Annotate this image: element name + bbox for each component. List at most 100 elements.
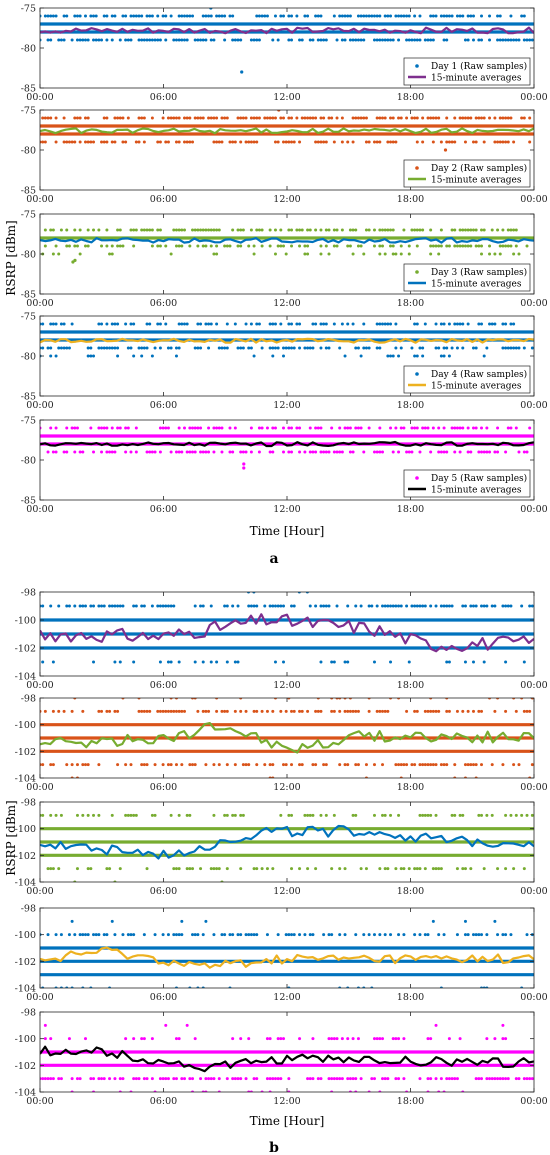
raw-sample [298, 426, 302, 430]
raw-sample [169, 813, 173, 817]
raw-sample [346, 1037, 350, 1041]
raw-sample [303, 813, 307, 817]
raw-sample [469, 763, 473, 767]
raw-sample [290, 116, 294, 120]
raw-sample [153, 933, 157, 937]
raw-sample [493, 116, 497, 120]
raw-sample [153, 763, 157, 767]
raw-sample [236, 244, 240, 248]
raw-sample [324, 813, 328, 817]
raw-sample [383, 14, 387, 18]
raw-sample [426, 763, 430, 767]
raw-sample [399, 867, 403, 871]
plot-area [40, 1023, 534, 1092]
raw-sample [351, 252, 355, 256]
raw-sample [394, 322, 398, 326]
raw-sample [86, 346, 90, 350]
raw-sample [480, 228, 484, 232]
raw-sample [108, 450, 112, 454]
raw-sample [169, 450, 173, 454]
raw-sample [78, 140, 82, 144]
raw-sample [311, 38, 315, 42]
raw-sample [132, 354, 136, 358]
raw-sample [466, 709, 470, 713]
raw-sample [51, 450, 55, 454]
raw-sample [156, 604, 160, 608]
raw-sample [397, 813, 401, 817]
raw-sample [212, 140, 216, 144]
raw-sample [126, 813, 130, 817]
raw-sample [298, 228, 302, 232]
raw-sample [528, 709, 532, 713]
raw-sample [319, 252, 323, 256]
raw-sample [348, 244, 352, 248]
y-tick-label: -98 [21, 588, 36, 599]
raw-sample [271, 322, 275, 326]
raw-sample [62, 450, 66, 454]
raw-sample [477, 116, 481, 120]
raw-sample [413, 228, 417, 232]
raw-sample [73, 140, 77, 144]
raw-sample [51, 322, 55, 326]
raw-sample [228, 14, 232, 18]
raw-sample [413, 709, 417, 713]
raw-sample [78, 116, 82, 120]
raw-sample [407, 244, 411, 248]
raw-sample [367, 14, 371, 18]
raw-sample [316, 709, 320, 713]
raw-sample [153, 38, 157, 42]
raw-sample [290, 709, 294, 713]
raw-sample [458, 228, 462, 232]
average-line [40, 946, 534, 969]
raw-sample [241, 346, 245, 350]
raw-sample [204, 709, 208, 713]
raw-sample [485, 1077, 489, 1081]
raw-sample [311, 1037, 315, 1041]
raw-sample [490, 763, 494, 767]
raw-sample [199, 116, 203, 120]
raw-sample [83, 14, 87, 18]
raw-sample [445, 763, 449, 767]
raw-sample [196, 933, 200, 937]
raw-sample [346, 604, 350, 608]
raw-sample [327, 252, 331, 256]
raw-sample [212, 1077, 216, 1081]
raw-sample [466, 450, 470, 454]
raw-sample [356, 14, 360, 18]
raw-sample [73, 228, 77, 232]
raw-sample [330, 426, 334, 430]
raw-sample [113, 660, 117, 664]
raw-sample [383, 933, 387, 937]
x-tick-label: 18:00 [397, 194, 424, 205]
average-line [40, 337, 534, 344]
raw-sample [156, 38, 160, 42]
raw-sample [169, 604, 173, 608]
raw-sample [319, 426, 323, 430]
raw-sample [346, 426, 350, 430]
raw-sample [276, 933, 280, 937]
raw-sample [381, 1077, 385, 1081]
raw-sample [439, 228, 443, 232]
legend-raw-label: Day 3 (Raw samples) [431, 267, 527, 278]
raw-sample [70, 426, 74, 430]
raw-sample [116, 763, 120, 767]
raw-sample [394, 426, 398, 430]
raw-sample [429, 450, 433, 454]
raw-sample [437, 252, 441, 256]
raw-sample [405, 38, 409, 42]
raw-sample [172, 867, 176, 871]
raw-sample [158, 140, 162, 144]
raw-sample [174, 354, 178, 358]
raw-sample [86, 38, 90, 42]
raw-sample [78, 38, 82, 42]
raw-sample [89, 14, 93, 18]
raw-sample [105, 140, 109, 144]
raw-sample [493, 1077, 497, 1081]
raw-sample [322, 140, 326, 144]
raw-sample [308, 1077, 312, 1081]
raw-sample [164, 38, 168, 42]
raw-sample [145, 1077, 149, 1081]
raw-sample [314, 228, 318, 232]
raw-sample [463, 660, 467, 664]
